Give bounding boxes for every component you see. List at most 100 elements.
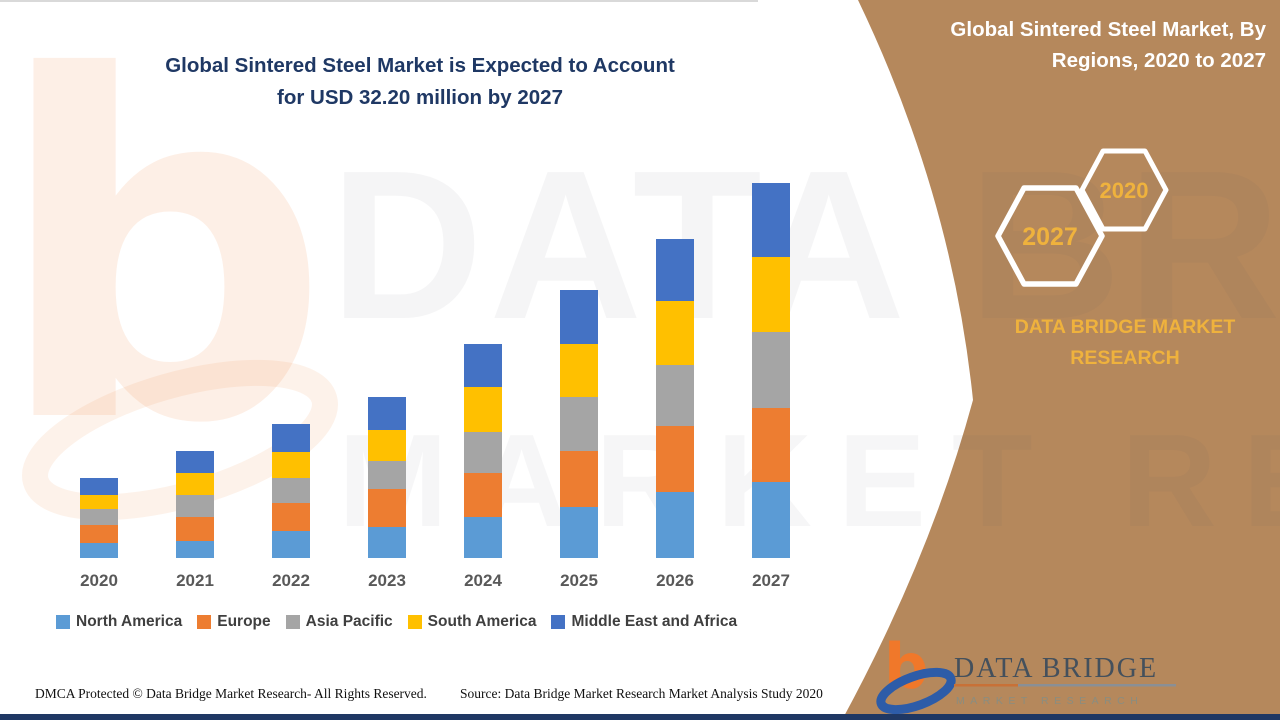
x-tick-label: 2027 (752, 571, 790, 590)
stacked-bar-2023 (368, 397, 406, 558)
chart-title: Global Sintered Steel Market is Expected… (40, 50, 800, 114)
legend-swatch-icon (285, 615, 300, 629)
bar-segment (80, 509, 118, 526)
bar-segment (80, 525, 118, 543)
legend-label: South America (427, 613, 537, 630)
stacked-bar-2021 (176, 450, 214, 558)
bottom-navy-strip (0, 714, 1280, 720)
panel-title: Global Sintered Steel Market, By Regions… (846, 14, 1266, 76)
legend-label: North America (76, 613, 183, 630)
x-tick-label: 2023 (368, 571, 406, 590)
bar-segment (752, 482, 790, 558)
logo-underline-gray (1018, 684, 1176, 687)
bar-segment (176, 473, 214, 496)
bar-segment (176, 517, 214, 541)
legend-item: South America (407, 613, 537, 631)
legend-item: North America (56, 613, 182, 631)
logo-underline-orange (954, 684, 1018, 687)
bar-segment (272, 452, 310, 478)
bar-segment (368, 429, 406, 462)
bar-segment (560, 397, 598, 451)
legend-item: Middle East and Africa (551, 613, 737, 631)
legend-swatch-icon (407, 615, 422, 629)
x-tick-label: 2024 (464, 571, 502, 590)
x-tick-label: 2025 (560, 571, 598, 590)
bar-segment (176, 495, 214, 518)
x-axis-line (0, 0, 758, 2)
stacked-bar-2020 (80, 477, 118, 558)
x-tick-label: 2020 (80, 571, 118, 590)
logo-mark-icon: b (876, 630, 956, 715)
legend-item: Asia Pacific (285, 613, 393, 631)
x-tick-label: 2021 (176, 571, 214, 590)
bar-segment (464, 432, 502, 473)
stacked-bar-2022 (272, 424, 310, 558)
stacked-bar-2027 (752, 182, 790, 558)
bar-segment (464, 343, 502, 387)
hexagon-2027-label: 2027 (1022, 223, 1078, 251)
brand-text-line1: DATA BRIDGE MARKET (1014, 316, 1236, 338)
panel-title-line1: Global Sintered Steel Market, By (950, 18, 1266, 41)
bar-segment (560, 450, 598, 507)
bar-segment (176, 540, 214, 558)
logo-b-watermark: b (0, 0, 331, 526)
legend-label: Europe (217, 613, 271, 630)
bar-segment (752, 257, 790, 333)
chart-title-line2: for USD 32.20 million by 2027 (277, 86, 563, 109)
bar-segment (80, 542, 118, 558)
bar-segment (368, 526, 406, 558)
bar-segment (560, 290, 598, 344)
bar-segment (80, 495, 118, 510)
dmca-notice: DMCA Protected © Data Bridge Market Rese… (35, 686, 427, 701)
source-note: Source: Data Bridge Market Research Mark… (460, 686, 823, 701)
stacked-bar-2025 (560, 290, 598, 558)
bar-segment (656, 364, 694, 427)
hexagon-2027-icon (995, 185, 1105, 287)
hexagon-2020-label: 2020 (1100, 178, 1149, 203)
legend-swatch-icon (551, 615, 566, 629)
bar-segment (368, 489, 406, 527)
bar-segment (464, 386, 502, 433)
x-tick-label: 2022 (272, 571, 310, 590)
bar-segment (560, 343, 598, 398)
bar-segment (272, 424, 310, 453)
bar-segment (656, 300, 694, 365)
logo-subtitle: MARKET RESEARCH (956, 695, 1143, 707)
chart-title-line1: Global Sintered Steel Market is Expected… (165, 54, 675, 77)
bar-segment (752, 182, 790, 258)
bar-segment (560, 506, 598, 558)
legend-swatch-icon (197, 615, 212, 629)
brand-text: DATA BRIDGE MARKET RESEARCH (990, 312, 1260, 374)
bar-segment (656, 238, 694, 301)
bar-segment (752, 332, 790, 408)
bar-segment (656, 426, 694, 492)
stacked-bar-2024 (464, 343, 502, 558)
legend-label: Middle East and Africa (571, 613, 738, 630)
legend-label: Asia Pacific (305, 613, 393, 630)
brand-text-watermark-line1: DATA BRIDGE (330, 126, 1280, 363)
bar-segment (752, 407, 790, 483)
bar-segment (80, 477, 118, 496)
hexagon-2020-icon (1079, 148, 1169, 232)
bar-segment (272, 531, 310, 558)
logo-title: DATA BRIDGE (954, 653, 1158, 684)
bar-segment (368, 397, 406, 430)
bar-segment (464, 472, 502, 518)
stacked-bar-2026 (656, 238, 694, 558)
legend-swatch-icon (56, 615, 70, 629)
data-bridge-logo: b DATA BRIDGE MARKET RESEARCH (876, 630, 1176, 715)
brand-text-line2: RESEARCH (1070, 347, 1180, 369)
bar-segment (368, 461, 406, 490)
x-tick-label: 2026 (656, 571, 694, 590)
bar-segment (656, 491, 694, 558)
legend: North America Europe Asia Pacific South Ame… (56, 613, 836, 631)
bar-segment (272, 503, 310, 532)
bar-segment (464, 517, 502, 558)
legend-item: Europe (197, 613, 271, 631)
bar-segment (176, 450, 214, 474)
bar-segment (272, 477, 310, 504)
